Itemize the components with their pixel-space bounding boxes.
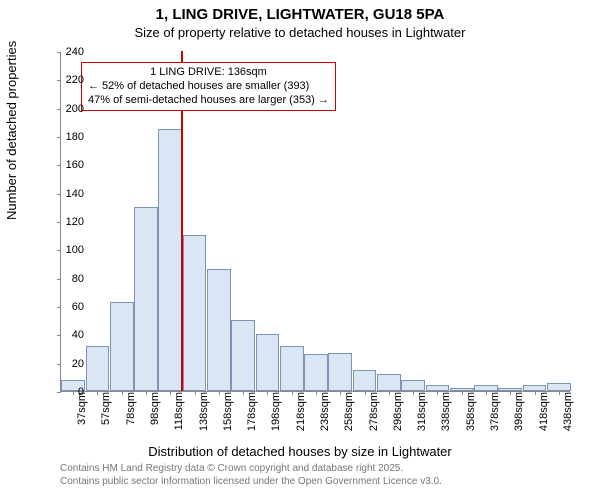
ytick (57, 250, 61, 251)
ytick-label: 40 (72, 329, 84, 341)
ytick-label: 140 (66, 188, 84, 200)
xtick (462, 391, 463, 395)
xtick (340, 391, 341, 395)
xtick (195, 391, 196, 395)
xtick-label: 258sqm (343, 392, 355, 438)
annotation-line: 47% of semi-detached houses are larger (… (88, 94, 329, 108)
xtick (559, 391, 560, 395)
ytick (57, 279, 61, 280)
histogram-bar (353, 370, 377, 391)
xtick-label: 158sqm (222, 392, 234, 438)
ytick (57, 392, 61, 393)
xtick (535, 391, 536, 395)
xtick (486, 391, 487, 395)
xtick-label: 438sqm (562, 392, 574, 438)
xtick-label: 238sqm (319, 392, 331, 438)
xtick (365, 391, 366, 395)
histogram-bar (158, 129, 182, 391)
ytick-label: 200 (66, 103, 84, 115)
xtick-label: 318sqm (416, 392, 428, 438)
y-axis-label: Number of detached properties (4, 41, 19, 220)
xtick (389, 391, 390, 395)
histogram-bar (256, 334, 280, 391)
histogram-bar (304, 354, 328, 391)
xtick (316, 391, 317, 395)
histogram-bar (231, 320, 255, 391)
histogram-bar (110, 302, 134, 391)
xtick-label: 198sqm (270, 392, 282, 438)
xtick-label: 418sqm (538, 392, 550, 438)
chart-subtitle: Size of property relative to detached ho… (0, 23, 600, 40)
xtick (122, 391, 123, 395)
chart-container: 1, LING DRIVE, LIGHTWATER, GU18 5PA Size… (0, 0, 600, 500)
footer-line-2: Contains public sector information licen… (60, 475, 442, 488)
xtick-label: 118sqm (173, 392, 185, 438)
ytick (57, 52, 61, 53)
xtick-label: 398sqm (513, 392, 525, 438)
annotation-line: ← 52% of detached houses are smaller (39… (88, 80, 329, 94)
xtick-label: 278sqm (368, 392, 380, 438)
histogram-bar (207, 269, 231, 391)
annotation-box: 1 LING DRIVE: 136sqm← 52% of detached ho… (81, 62, 336, 111)
xtick (413, 391, 414, 395)
histogram-bar (377, 374, 401, 391)
ytick-label: 60 (72, 301, 84, 313)
ytick-label: 100 (66, 244, 84, 256)
histogram-bar (134, 207, 158, 391)
xtick-label: 358sqm (465, 392, 477, 438)
annotation-line: 1 LING DRIVE: 136sqm (88, 66, 329, 80)
ytick (57, 364, 61, 365)
xtick (437, 391, 438, 395)
x-axis-label: Distribution of detached houses by size … (0, 444, 600, 459)
ytick-label: 220 (66, 74, 84, 86)
xtick-label: 218sqm (295, 392, 307, 438)
xtick (170, 391, 171, 395)
xtick-label: 98sqm (149, 392, 161, 438)
xtick (510, 391, 511, 395)
ytick-label: 80 (72, 273, 84, 285)
ytick (57, 80, 61, 81)
xtick-label: 378sqm (489, 392, 501, 438)
xtick-label: 57sqm (100, 392, 112, 438)
histogram-bar (280, 346, 304, 391)
ytick (57, 165, 61, 166)
xtick-label: 178sqm (246, 392, 258, 438)
xtick (292, 391, 293, 395)
chart-footer: Contains HM Land Registry data © Crown c… (60, 462, 442, 488)
chart-area: 1 LING DRIVE: 136sqm← 52% of detached ho… (60, 52, 570, 392)
ytick-label: 160 (66, 159, 84, 171)
ytick-label: 240 (66, 46, 84, 58)
ytick (57, 307, 61, 308)
ytick-label: 20 (72, 358, 84, 370)
histogram-bar (183, 235, 207, 391)
histogram-bar (401, 380, 425, 391)
histogram-bar (547, 383, 571, 392)
plot-area: 1 LING DRIVE: 136sqm← 52% of detached ho… (60, 52, 570, 392)
ytick (57, 222, 61, 223)
footer-line-1: Contains HM Land Registry data © Crown c… (60, 462, 442, 475)
ytick (57, 137, 61, 138)
xtick (243, 391, 244, 395)
xtick-label: 338sqm (440, 392, 452, 438)
xtick-label: 298sqm (392, 392, 404, 438)
xtick (219, 391, 220, 395)
ytick-label: 120 (66, 216, 84, 228)
xtick-label: 78sqm (125, 392, 137, 438)
histogram-bar (86, 346, 110, 391)
xtick-label: 37sqm (76, 392, 88, 438)
xtick (267, 391, 268, 395)
xtick (97, 391, 98, 395)
ytick (57, 335, 61, 336)
xtick (146, 391, 147, 395)
chart-title: 1, LING DRIVE, LIGHTWATER, GU18 5PA (0, 0, 600, 23)
xtick (73, 391, 74, 395)
xtick-label: 138sqm (198, 392, 210, 438)
histogram-bar (328, 353, 352, 391)
ytick (57, 109, 61, 110)
ytick (57, 194, 61, 195)
ytick-label: 180 (66, 131, 84, 143)
